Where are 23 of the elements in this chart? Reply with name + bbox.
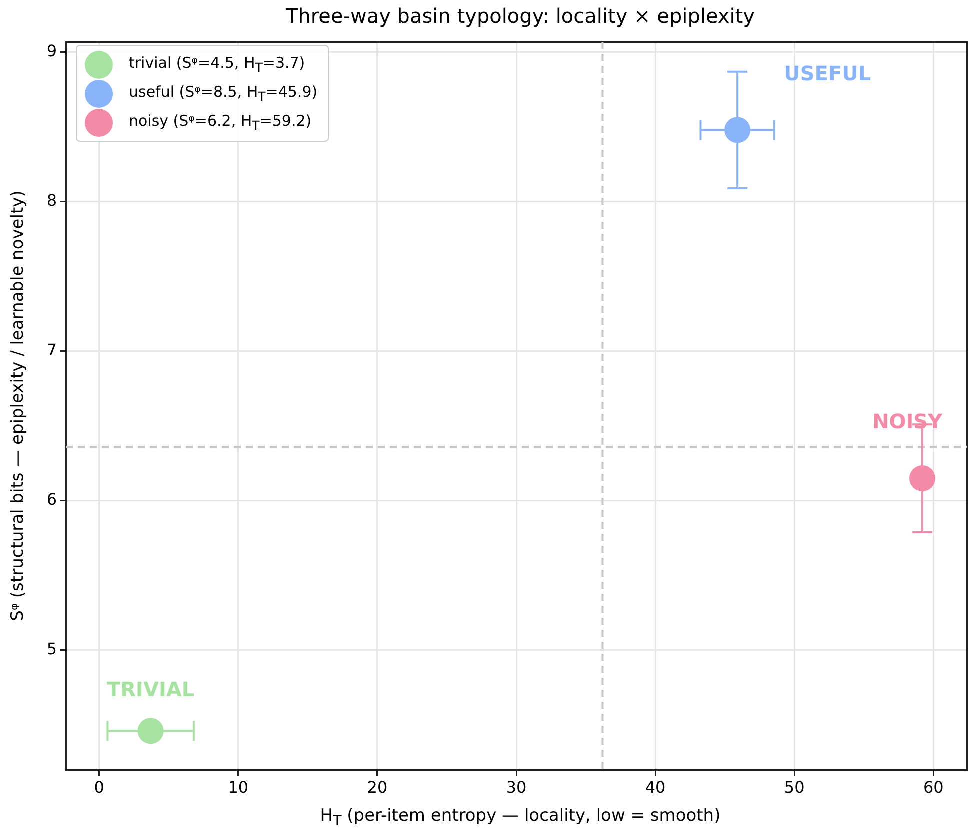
y-tick-label: 8 (46, 191, 57, 210)
x-tick-label: 0 (94, 778, 104, 797)
y-axis-title: Sᵠ (structural bits — epiplexity / learnable novelty) (8, 190, 28, 622)
y-tick-label: 9 (46, 42, 57, 61)
y-tick-label: 7 (46, 340, 57, 360)
x-tick-label: 50 (784, 778, 805, 797)
annotation: NOISY (872, 410, 944, 434)
x-tick-label: 30 (506, 778, 527, 797)
legend-label: useful (Sᵠ=8.5, H$_{T}$=45.9) (129, 83, 318, 104)
legend-label: trivial (Sᵠ=4.5, H$_{T}$=3.7) (129, 54, 306, 75)
chart-title: Three-way basin typology: locality × epiplexity (285, 4, 756, 28)
y-tick-label: 5 (46, 640, 57, 659)
x-axis-title: H$_{T}$ (per-item entropy — locality, low = smooth) (319, 806, 722, 830)
annotation: TRIVIAL (106, 677, 195, 702)
x-tick-label: 20 (367, 778, 388, 797)
x-tick-label: 60 (923, 778, 944, 797)
y-tick-label: 6 (46, 490, 57, 510)
x-tick-label: 10 (228, 778, 249, 797)
point (910, 466, 936, 492)
legend-label: noisy (Sᵠ=6.2, H$_{T}$=59.2) (129, 112, 312, 133)
annotation: USEFUL (784, 61, 872, 86)
x-tick-label: 40 (645, 778, 666, 797)
point (138, 718, 164, 744)
